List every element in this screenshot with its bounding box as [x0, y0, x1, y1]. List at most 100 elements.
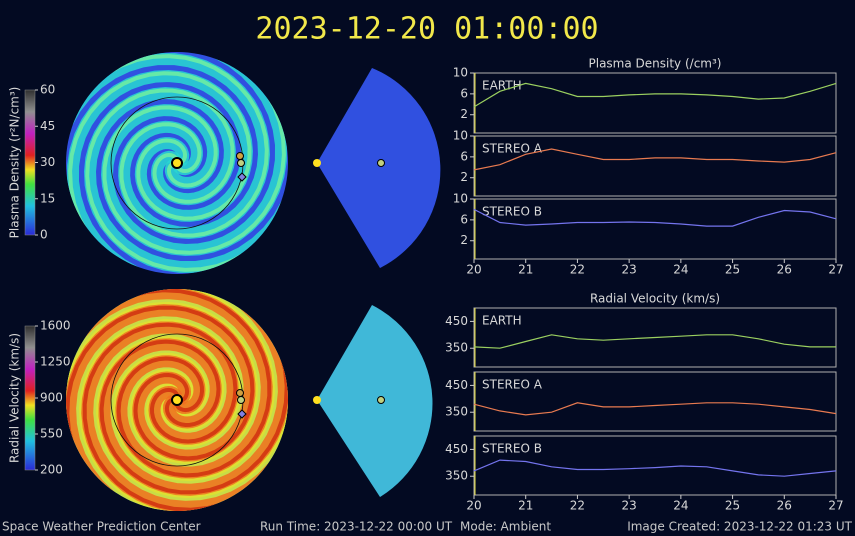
x-tick-label: 26: [777, 499, 792, 513]
y-tick-label: 10: [453, 129, 468, 143]
x-tick-label: 21: [518, 263, 533, 277]
colorbar-label: Radial Velocity (km/s): [8, 333, 22, 463]
y-tick-label: 450: [445, 378, 468, 392]
x-tick-label: 25: [725, 263, 740, 277]
density-wedge: [317, 68, 441, 268]
x-tick-label: 20: [466, 499, 481, 513]
spiral-arm: [83, 60, 288, 274]
earth: [237, 159, 245, 167]
x-tick-label: 22: [570, 499, 585, 513]
series-line: [473, 402, 837, 416]
earth: [377, 396, 385, 404]
spiral-arm: [66, 54, 269, 238]
x-tick-label: 21: [518, 499, 533, 513]
x-tick-label: 22: [570, 263, 585, 277]
series-line: [473, 334, 836, 349]
sun: [171, 157, 183, 169]
series-label: EARTH: [482, 79, 522, 93]
spiral-arm: [81, 321, 288, 511]
y-tick-label: 6: [460, 212, 468, 226]
y-tick-label: 350: [445, 341, 468, 355]
x-tick-label: 23: [622, 499, 637, 513]
y-tick-label: 350: [445, 405, 468, 419]
colorbar-tick-label: 60: [40, 83, 55, 97]
x-tick-label: 25: [725, 499, 740, 513]
y-tick-label: 10: [453, 192, 468, 206]
panel: [473, 135, 837, 197]
series-label: EARTH: [482, 314, 522, 328]
earth: [377, 159, 385, 167]
series-label: STEREO A: [482, 378, 543, 392]
y-tick-label: 350: [445, 469, 468, 483]
x-tick-label: 24: [673, 499, 688, 513]
colorbar-tick-label: 30: [40, 155, 55, 169]
colorbar-label: Plasma Density (r²N/cm³): [8, 87, 22, 239]
x-tick-label: 24: [673, 263, 688, 277]
spiral-arm: [102, 52, 286, 255]
spiral-arm: [99, 289, 288, 495]
series-line: [473, 459, 837, 477]
spiral-arm: [68, 71, 252, 274]
series-line: [473, 208, 837, 227]
chart-title: Radial Velocity (km/s): [590, 292, 720, 306]
series-label: STEREO A: [482, 142, 543, 156]
footer-mode: Mode: Ambient: [460, 520, 551, 534]
colorbar-tick-label: 1250: [40, 355, 71, 369]
stereo-a: [236, 152, 244, 160]
footer-run: Run Time: 2023-12-22 00:00 UT: [260, 520, 453, 534]
colorbar: [24, 89, 36, 236]
x-tick-label: 27: [828, 499, 843, 513]
y-tick-label: 2: [460, 233, 468, 247]
page-title: 2023-12-20 01:00:00: [255, 12, 598, 47]
panel: [473, 198, 837, 260]
series-line: [473, 148, 837, 171]
velocity-wedge: [317, 305, 433, 497]
stereo-b: [237, 409, 247, 419]
y-tick-label: 2: [460, 170, 468, 184]
colorbar-tick-label: 0: [40, 228, 48, 242]
colorbar: [24, 325, 36, 471]
spiral-arm: [66, 289, 272, 478]
spiral: [66, 289, 288, 511]
footer-org: Space Weather Prediction Center: [2, 520, 201, 534]
y-tick-label: 2: [460, 107, 468, 121]
colorbar-tick-label: 200: [40, 463, 63, 477]
spiral-arm: [82, 322, 288, 511]
y-tick-label: 450: [445, 442, 468, 456]
spiral-arm: [74, 52, 288, 257]
spiral-arm: [66, 304, 256, 511]
colorbar-tick-label: 45: [40, 119, 55, 133]
x-tick-label: 27: [828, 263, 843, 277]
y-tick-label: 6: [460, 86, 468, 100]
sun: [313, 396, 321, 404]
spiral-arm: [85, 88, 288, 272]
chart-title: Plasma Density (/cm³): [589, 57, 722, 71]
x-tick-label: 20: [466, 263, 481, 277]
spiral-arm: [98, 289, 288, 496]
sun: [171, 394, 183, 406]
spiral-arm: [66, 305, 255, 511]
spiral-arm: [66, 52, 271, 266]
polar-maps: [66, 52, 441, 511]
y-tick-label: 10: [453, 66, 468, 80]
colorbar-tick-label: 1600: [40, 319, 71, 333]
spiral-arm: [66, 289, 273, 479]
footer-created: Image Created: 2023-12-22 01:23 UT: [627, 520, 852, 534]
panel: [473, 435, 837, 496]
panel: [473, 307, 837, 368]
earth: [237, 396, 245, 404]
series-label: STEREO B: [482, 442, 542, 456]
series-label: STEREO B: [482, 205, 542, 219]
x-tick-label: 26: [777, 263, 792, 277]
panel: [473, 72, 837, 134]
panel: [473, 371, 837, 432]
colorbar-tick-label: 900: [40, 391, 63, 405]
y-tick-label: 6: [460, 149, 468, 163]
x-tick-label: 23: [622, 263, 637, 277]
stereo-b: [237, 172, 247, 182]
colorbar-tick-label: 15: [40, 191, 55, 205]
colorbar-tick-label: 550: [40, 427, 63, 441]
stereo-a: [236, 389, 244, 397]
series-line: [473, 82, 837, 108]
